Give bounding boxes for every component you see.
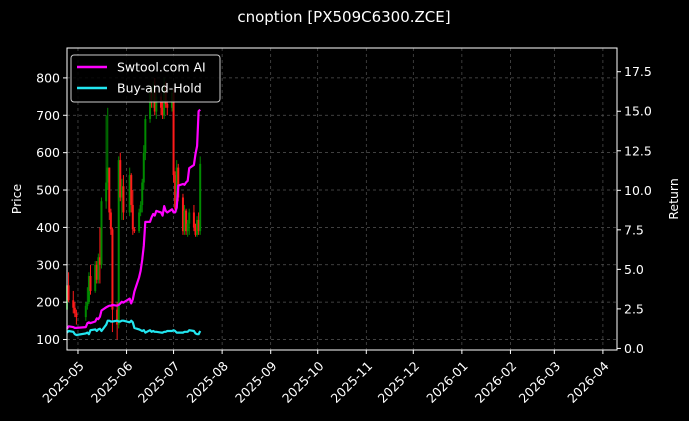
candle-body [199,163,202,232]
y-right-tick-label: 15.0 [624,104,652,119]
candle-body [87,275,90,303]
candle-body [161,107,164,116]
candle-body [67,285,70,301]
candle-body [130,175,133,205]
legend-box [70,54,221,103]
candle-body [75,313,78,318]
candle-body [94,264,97,291]
candle-body [89,275,92,291]
candle-body [177,167,180,198]
candle-body [181,197,184,232]
candle-body [86,302,89,306]
candle-body [97,257,100,280]
candle-body [185,210,188,232]
series-line-1 [66,319,202,337]
y-right-tick-label: 2.5 [624,301,644,316]
candle-body [105,182,108,202]
y-left-tick-label: 100 [36,332,60,347]
candle-body [139,204,142,213]
chart-title: cnoption [PX509C6300.ZCE] [237,8,450,26]
y-right-tick-label: 12.5 [624,143,652,158]
y-left-tick-label: 800 [36,70,60,85]
candle-body [141,182,144,205]
candle-body [183,210,186,232]
candle-body [142,152,145,183]
candle-body [196,219,199,235]
candle-body [116,309,119,325]
candle-body [131,204,134,230]
candle-body [166,104,169,108]
y-right-tick-label: 10.0 [624,183,652,198]
legend: Swtool.com AI Buy-and-Hold [70,54,221,103]
candle-body [119,160,122,198]
candle-body [144,119,147,153]
y-left-tick-label: 700 [36,108,60,123]
y-axis-left: 100 200 300 400 500 600 700 800 [36,70,67,347]
y-axis-left-label: Price [9,183,24,214]
series-line-0 [66,108,201,330]
candle-body [138,212,141,232]
y-right-tick-label: 17.5 [624,64,652,79]
candle-body [117,160,120,325]
y-axis-right: 0.0 2.5 5.0 7.5 10.0 12.5 15.0 17.5 [617,64,652,356]
candle-body [73,307,76,314]
candle-body [197,219,200,232]
candle-body [188,212,191,224]
y-left-tick-label: 400 [36,220,60,235]
candle-body [122,186,125,213]
candle-body [149,92,152,120]
y-right-tick-label: 5.0 [624,262,644,277]
candle-body [120,186,123,198]
candle-body [128,175,131,213]
plot-frame [66,47,618,351]
candle-body [98,257,101,265]
legend-label: Buy-and-Hold [117,81,202,96]
candle-body [133,229,136,232]
y-left-tick-label: 200 [36,295,60,310]
candle-body [192,212,195,228]
candle-body [194,227,197,235]
y-left-tick-label: 300 [36,257,60,272]
candle-body [111,229,114,310]
candle-body [100,201,103,265]
candle-body [84,305,87,318]
candle-body [106,167,109,183]
y-left-tick-label: 500 [36,183,60,198]
candle-body [155,96,158,112]
y-right-tick-label: 7.5 [624,222,644,237]
candle-body [174,175,177,209]
candle-body [109,212,112,230]
candle-body [175,167,178,209]
candle-body [108,167,111,213]
line-series [66,108,202,337]
legend-label: Swtool.com AI [117,60,206,75]
candle-body [72,300,75,308]
candle-body [95,264,98,280]
candle-body [172,92,175,176]
candle-body [186,223,189,232]
y-right-tick-label: 0.0 [624,341,644,356]
y-left-tick-label: 600 [36,145,60,160]
y-axis-right-label: Return [666,178,681,219]
